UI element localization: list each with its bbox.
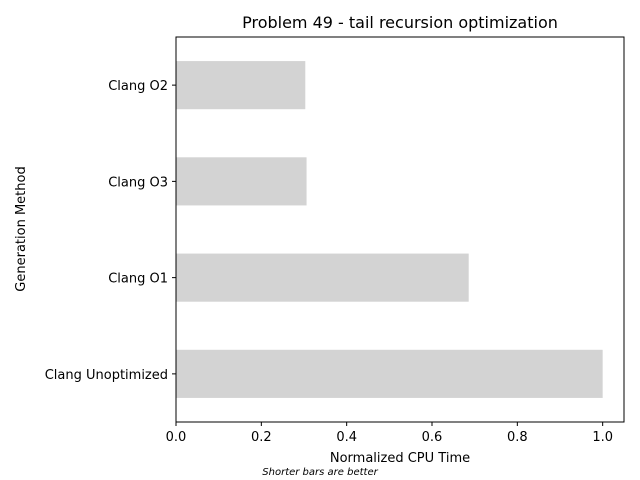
x-axis: 0.0 0.2 0.4 0.6 0.8 1.0 (166, 422, 613, 445)
bar-1 (176, 157, 307, 206)
x-tick-label: 1.0 (592, 430, 613, 445)
x-tick-label: 0.6 (422, 430, 443, 445)
x-axis-label: Normalized CPU Time (330, 451, 470, 466)
bar-3 (176, 349, 603, 398)
x-tick-label: 0.2 (251, 430, 272, 445)
chart-annotation: Shorter bars are better (262, 467, 378, 478)
x-tick-label: 0.0 (166, 430, 187, 445)
y-tick-label: Clang O1 (108, 272, 168, 287)
y-tick-label: Clang O3 (108, 175, 168, 190)
plot-frame (175, 36, 625, 423)
bar-0 (176, 61, 306, 110)
bars-layer (176, 61, 603, 398)
y-axis-label: Generation Method (14, 166, 29, 291)
y-tick-label: Clang O2 (108, 79, 168, 94)
x-tick-label: 0.4 (336, 430, 357, 445)
x-tick-label: 0.8 (507, 430, 528, 445)
chart-title: Problem 49 - tail recursion optimization (242, 13, 558, 32)
bar-2 (176, 253, 469, 302)
y-axis: Clang O2 Clang O3 Clang O1 Clang Unoptimize… (45, 79, 176, 383)
y-tick-label: Clang Unoptimized (45, 368, 168, 383)
